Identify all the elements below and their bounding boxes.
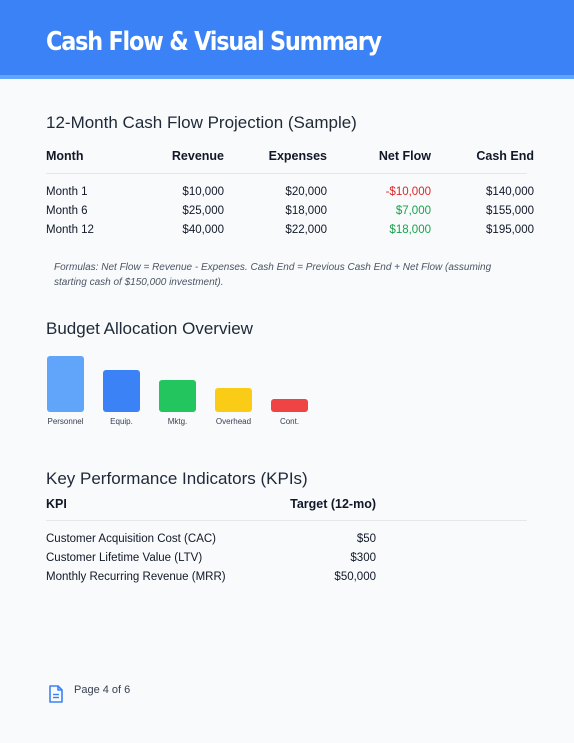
col-kpi-header: KPI — [46, 497, 67, 511]
cell-revenue: $40,000 — [182, 224, 224, 236]
cell-cash-end: $155,000 — [486, 205, 534, 217]
col-net-flow-header: Net Flow — [378, 149, 431, 163]
table-divider — [46, 173, 527, 174]
table-row: Month 6 $25,000 $18,000 $7,000 $155,000 — [46, 205, 534, 223]
kpi-title: Key Performance Indicators (KPIs) — [46, 469, 308, 488]
cell-kpi: Customer Acquisition Cost (CAC) — [46, 533, 216, 545]
formula-note: Formulas: Net Flow = Revenue - Expenses.… — [54, 262, 492, 288]
page-header: Cash Flow & Visual Summary — [0, 0, 574, 79]
cell-cash-end: $195,000 — [486, 224, 534, 236]
page-number: Page 4 of 6 — [74, 684, 131, 696]
cash-flow-title: 12-Month Cash Flow Projection (Sample) — [46, 113, 357, 132]
cell-revenue: $10,000 — [182, 186, 224, 198]
budget-bar-equip — [103, 370, 140, 412]
cell-net-flow: $7,000 — [395, 205, 431, 217]
cell-net-flow: $18,000 — [389, 224, 431, 236]
cell-target: $300 — [350, 552, 376, 564]
budget-bar-personnel — [47, 356, 84, 412]
cell-expenses: $22,000 — [285, 224, 327, 236]
document-icon — [49, 685, 63, 703]
cell-cash-end: $140,000 — [486, 186, 534, 198]
kpi-header-row: KPI Target (12-mo) — [46, 497, 376, 515]
col-cash-end-header: Cash End — [476, 149, 534, 163]
budget-bar-label: Cont. — [279, 417, 300, 426]
cell-kpi: Customer Lifetime Value (LTV) — [46, 552, 203, 564]
budget-title: Budget Allocation Overview — [46, 319, 253, 338]
cell-expenses: $18,000 — [285, 205, 327, 217]
budget-bar-label: Personnel — [47, 417, 84, 426]
budget-bar-cont — [271, 399, 308, 412]
cell-net-flow: -$10,000 — [385, 186, 431, 198]
col-month-header: Month — [46, 149, 84, 163]
cell-revenue: $25,000 — [182, 205, 224, 217]
table-row: Customer Acquisition Cost (CAC) $50 — [46, 533, 376, 551]
cell-target: $50 — [356, 533, 376, 545]
cell-month: Month 12 — [46, 224, 94, 236]
col-expenses-header: Expenses — [268, 149, 327, 163]
table-row: Customer Lifetime Value (LTV) $300 — [46, 552, 376, 570]
budget-bar-label: Mktg. — [167, 417, 188, 426]
table-row: Month 12 $40,000 $22,000 $18,000 $195,00… — [46, 224, 534, 242]
budget-bar-overhead — [215, 388, 252, 412]
cell-month: Month 6 — [46, 205, 88, 217]
col-target-header: Target (12-mo) — [290, 497, 376, 511]
table-divider — [46, 520, 527, 521]
cell-target: $50,000 — [334, 571, 376, 583]
col-revenue-header: Revenue — [171, 149, 224, 163]
page-title: Cash Flow & Visual Summary — [46, 27, 382, 57]
table-row: Monthly Recurring Revenue (MRR) $50,000 — [46, 571, 376, 589]
cell-expenses: $20,000 — [285, 186, 327, 198]
table-row: Month 1 $10,000 $20,000 -$10,000 $140,00… — [46, 186, 534, 204]
budget-bar-label: Equip. — [110, 417, 133, 426]
budget-bar-mktg — [159, 380, 196, 412]
cell-month: Month 1 — [46, 186, 88, 198]
cell-kpi: Monthly Recurring Revenue (MRR) — [46, 571, 226, 583]
cash-flow-header-row: Month Revenue Expenses Net Flow Cash End — [46, 149, 534, 167]
budget-bar-label: Overhead — [215, 417, 252, 426]
